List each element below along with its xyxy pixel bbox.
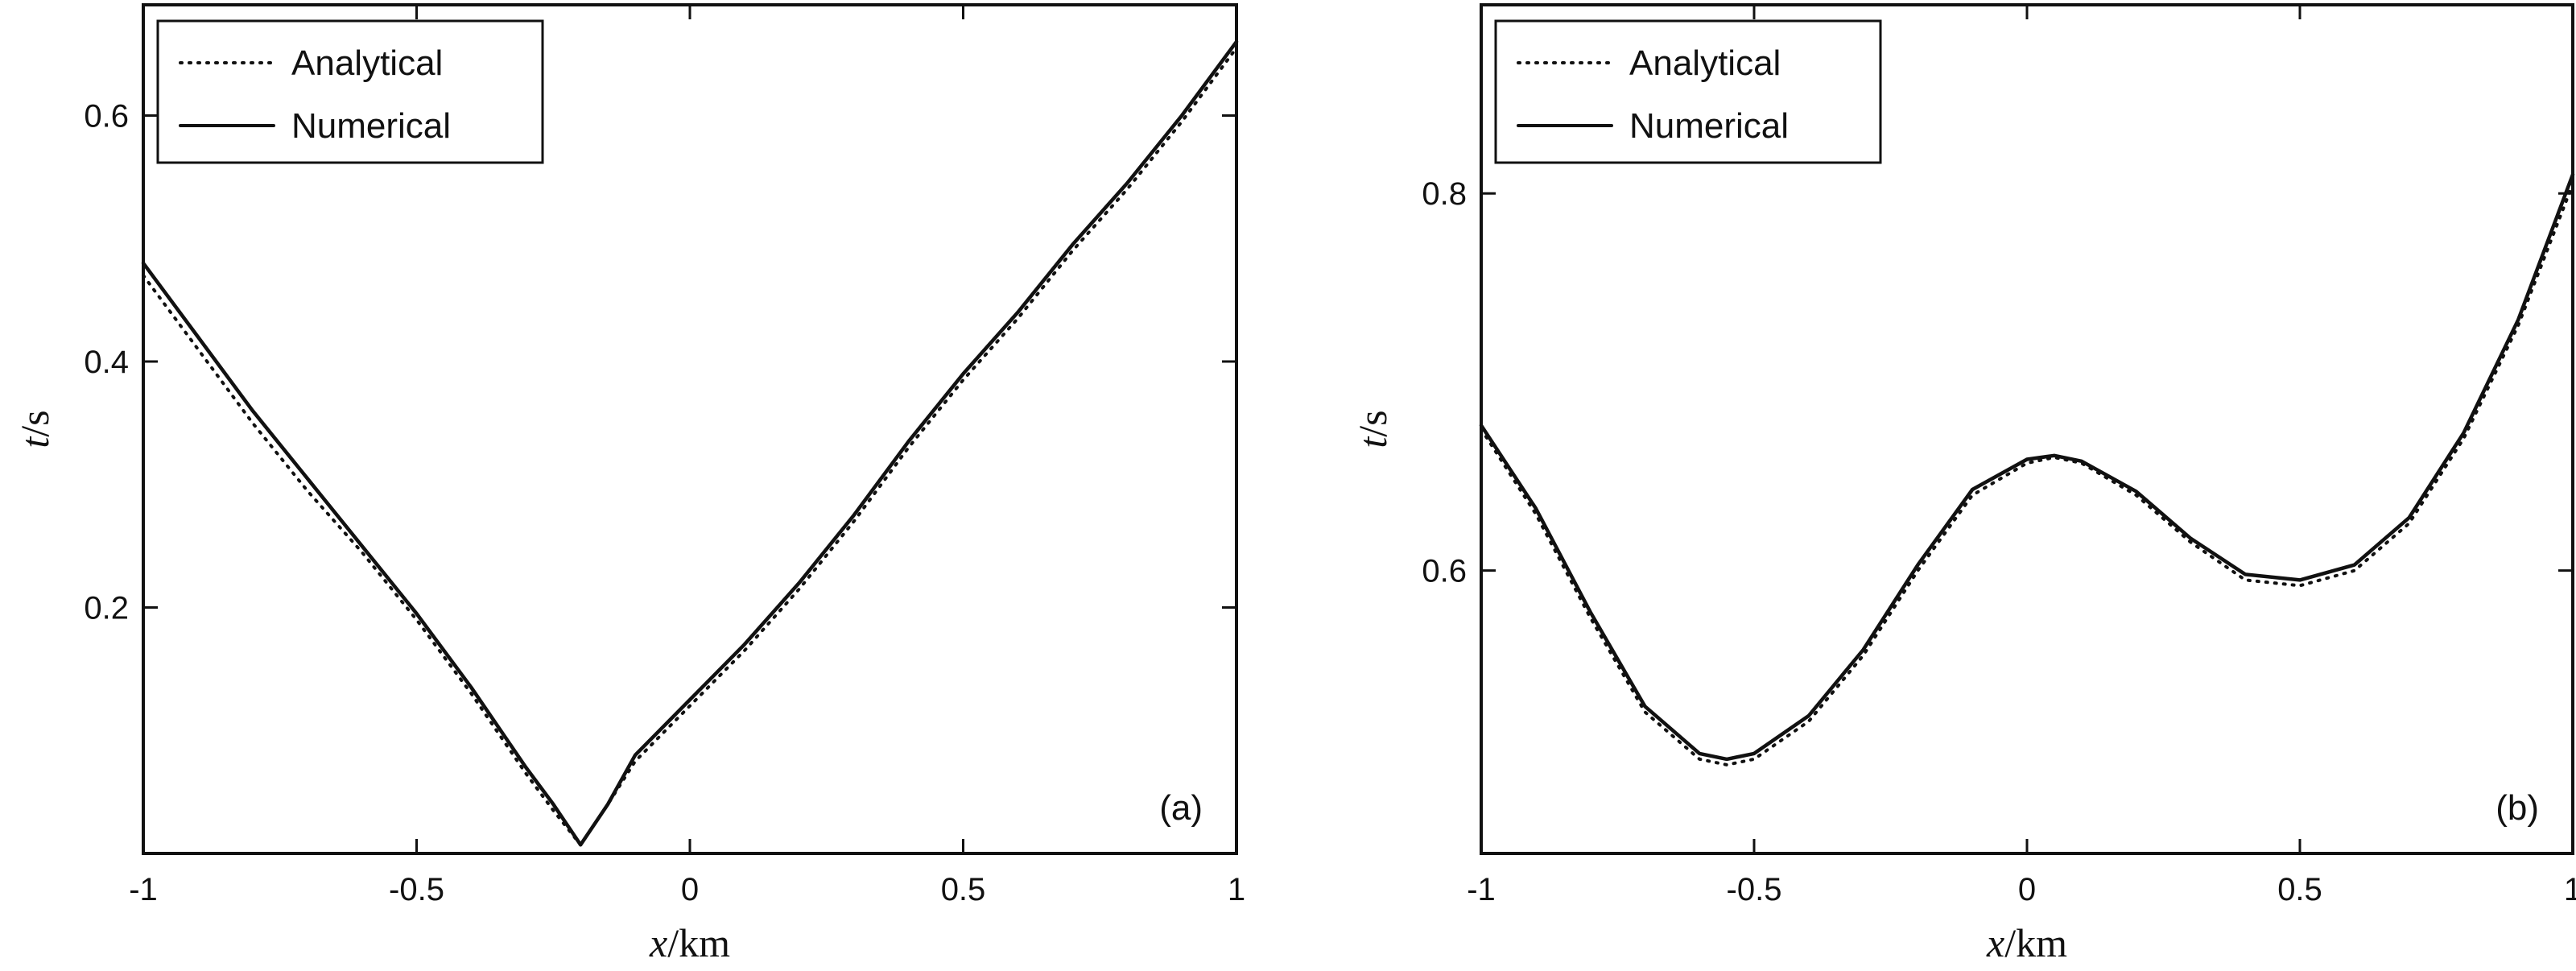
y-axis-unit: /s bbox=[12, 410, 57, 436]
legend-box bbox=[1494, 19, 1882, 164]
y-tick-label: 0.4 bbox=[84, 345, 129, 380]
y-tick-label: 0.6 bbox=[84, 98, 129, 134]
y-axis-label: t/s bbox=[1350, 410, 1395, 448]
series-line-numerical bbox=[141, 39, 1239, 847]
x-tick-label: -1 bbox=[129, 872, 158, 907]
panel-b: -1 -0.5 0 0.5 1 0.6 0.8 x/km t/s Analytical Numeri… bbox=[1350, 3, 2576, 965]
x-tick-label: 0 bbox=[681, 872, 699, 907]
x-axis-unit: /km bbox=[667, 920, 730, 965]
x-axis-unit: /km bbox=[2004, 920, 2067, 965]
x-tick-label: -0.5 bbox=[389, 872, 444, 907]
legend-label-analytical: Analytical bbox=[1629, 43, 1781, 83]
x-tick-label: 0.5 bbox=[2277, 872, 2322, 907]
y-axis-unit: /s bbox=[1350, 410, 1395, 436]
x-tick-label: -1 bbox=[1467, 872, 1496, 907]
legend-label-numerical: Numerical bbox=[1629, 106, 1789, 146]
x-axis-label: x/km bbox=[1986, 920, 2067, 965]
y-tick-label: 0.8 bbox=[1422, 176, 1467, 212]
legend: Analytical Numerical bbox=[156, 19, 544, 164]
series-line-analytical bbox=[142, 46, 1238, 847]
y-tick-label: 0.2 bbox=[84, 590, 129, 626]
y-axis-var: t bbox=[1350, 436, 1395, 448]
y-axis-var: t bbox=[12, 436, 57, 448]
legend: Analytical Numerical bbox=[1494, 19, 1882, 164]
x-axis-label: x/km bbox=[649, 920, 730, 965]
panel-a: -1 -0.5 0 0.5 1 0.2 0.4 0.6 x/km t/s Analytical Num… bbox=[12, 3, 1245, 965]
series-line-numerical bbox=[1479, 172, 2575, 762]
x-tick-label: -0.5 bbox=[1727, 872, 1782, 907]
legend-label-numerical: Numerical bbox=[291, 106, 451, 146]
panel-label: (b) bbox=[2496, 788, 2539, 828]
panel-label: (a) bbox=[1159, 788, 1203, 828]
legend-box bbox=[156, 19, 544, 164]
y-tick-label: 0.6 bbox=[1422, 554, 1467, 589]
legend-label-analytical: Analytical bbox=[291, 43, 443, 83]
x-tick-label: 1 bbox=[2564, 872, 2576, 907]
x-axis-var: x bbox=[1986, 920, 2004, 965]
x-tick-label: 0.5 bbox=[941, 872, 986, 907]
y-axis-label: t/s bbox=[12, 410, 57, 448]
x-tick-label: 0 bbox=[2018, 872, 2036, 907]
x-axis-var: x bbox=[649, 920, 667, 965]
x-tick-label: 1 bbox=[1228, 872, 1245, 907]
series-line-analytical bbox=[1480, 182, 2574, 766]
